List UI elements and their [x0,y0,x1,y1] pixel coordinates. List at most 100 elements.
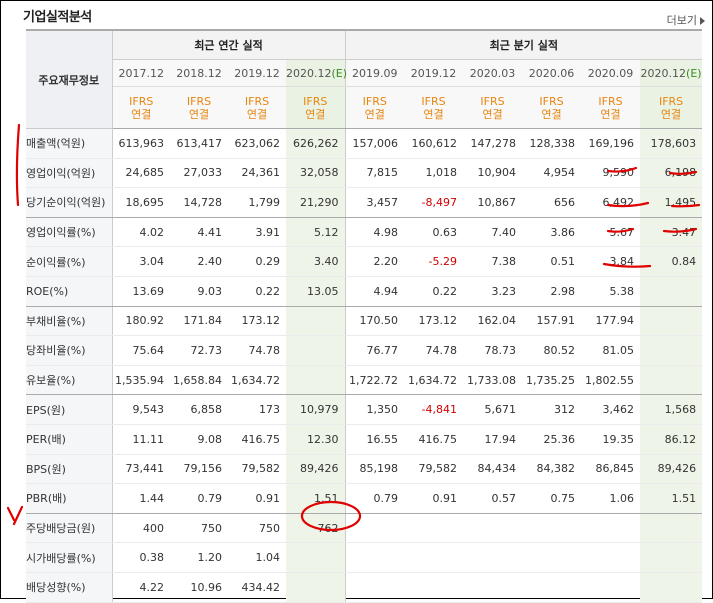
table-cell: 7.40 [463,217,523,248]
consolidated-label: 연결 [423,107,444,121]
row-label: EPS(원) [26,394,113,425]
table-cell: 0.29 [228,246,286,277]
table-cell: 3,457 [345,187,405,218]
table-row: 주당배당금(원) 400 750 750 762 [26,513,703,544]
period-label: 2020.03 [469,66,516,80]
table-cell: 626,262 [286,128,346,159]
table-cell: 0.84 [640,246,703,277]
table-cell: 157.91 [522,306,582,337]
table-row: 당기순이익(억원) 18,695 14,728 1,799 21,290 3,457 -8,… [26,187,703,218]
ifrs-label: IFRS [539,94,564,108]
period-header: 2020.12(E) [286,59,348,87]
table-cell: 0.51 [522,246,582,277]
estimate-mark: (E) [331,66,348,80]
table-cell: 1.06 [581,483,641,514]
table-cell: 6,198 [640,158,703,189]
table-cell: 76.77 [345,335,405,366]
table-cell [404,542,464,573]
table-cell: 85,198 [345,454,405,485]
table-cell: 169,196 [581,128,641,159]
table-cell: 180.92 [112,306,170,337]
table-cell: 750 [170,513,228,544]
table-cell: 79,582 [228,454,286,485]
financial-summary-table: 주요재무정보 최근 연간 실적 최근 분기 실적 2017.12 2018.12 2… [26,29,703,603]
more-link[interactable]: 더보기 [667,12,705,28]
period-label: 2020.06 [528,66,575,80]
table-cell [404,513,464,544]
table-cell [286,365,346,396]
table-cell: 1,735.25 [522,365,582,396]
table-cell: 16.55 [345,424,405,455]
table-cell: 10,867 [463,187,523,218]
table-cell: 4.41 [170,217,228,248]
table-cell: 1,802.55 [581,365,641,396]
table-row: 영업이익률(%) 4.02 4.41 3.91 5.12 4.98 0.63 7.40 3.86… [26,217,703,248]
table-cell: 3.84 [581,246,641,277]
table-cell: 72.73 [170,335,228,366]
period-label: 2018.12 [176,66,222,80]
table-cell [522,513,582,544]
row-label: 당기순이익(억원) [26,187,113,218]
row-label: 매출액(억원) [26,128,113,159]
accounting-standard: IFRS 연결 [640,86,703,129]
table-cell: 74.78 [404,335,464,366]
arrow-right-icon [700,17,705,25]
consolidated-label: 연결 [246,107,268,121]
accounting-standard: IFRS 연결 [345,86,405,129]
table-cell: 73,441 [112,454,170,485]
table-cell: 0.79 [170,483,228,514]
ifrs-label: IFRS [362,94,387,108]
table-cell: 128,338 [522,128,582,159]
table-cell: 1.04 [228,542,286,573]
table-cell: 5.38 [581,276,641,307]
table-cell: 1.51 [286,483,346,514]
table-cell [463,542,523,573]
table-cell [286,542,346,573]
period-label: 2017.12 [118,66,165,80]
table-cell: 1,658.84 [170,365,228,396]
table-row: 당좌비율(%) 75.64 72.73 74.78 76.77 74.78 78.73 80.… [26,335,703,366]
table-cell: 3.04 [112,246,170,277]
table-cell: 750 [228,513,286,544]
table-cell: 3.40 [286,246,346,277]
table-cell [345,572,405,603]
table-cell: 0.38 [112,542,170,573]
table-cell: 10,979 [286,394,346,425]
annual-group-header: 최근 연간 실적 [112,29,346,60]
period-header: 2018.12 [170,59,228,87]
table-cell: -8,497 [404,187,464,218]
table-cell: 21,290 [286,187,346,218]
row-label: 순이익률(%) [26,246,113,277]
table-cell: 1,568 [640,394,703,425]
table-cell: 3.86 [522,217,582,248]
table-cell: 17.94 [463,424,523,455]
table-cell: 312 [522,394,582,425]
table-cell [286,335,346,366]
label-column-header: 주요재무정보 [26,29,113,129]
table-cell: 12.30 [286,424,346,455]
ifrs-label: IFRS [244,94,270,108]
table-cell [640,306,703,337]
section-title: 기업실적분석 [23,10,92,25]
table-cell [640,513,703,544]
table-cell: 6,858 [170,394,228,425]
table-cell: 3.23 [463,276,523,307]
table-cell: 1,018 [404,158,464,189]
period-header: 2020.03 [463,59,523,87]
table-cell: 613,417 [170,128,228,159]
table-cell: 0.91 [404,483,464,514]
table-cell: -4,841 [404,394,464,425]
period-label: 2019.09 [352,66,398,80]
ifrs-label: IFRS [186,94,212,108]
table-cell: 4.22 [112,572,170,603]
table-cell [581,572,641,603]
row-label: 배당성향(%) [26,572,113,603]
table-cell: 18,695 [112,187,170,218]
table-cell: 7,815 [345,158,405,189]
table-cell: 160,612 [404,128,464,159]
table-cell: 10,904 [463,158,523,189]
table-row: 순이익률(%) 3.04 2.40 0.29 3.40 2.20 -5.29 7.38 0.51… [26,246,703,277]
table-cell: 4.02 [112,217,170,248]
consolidated-label: 연결 [364,107,385,121]
table-row: BPS(원) 73,441 79,156 79,582 89,426 85,198 79,5… [26,454,703,485]
